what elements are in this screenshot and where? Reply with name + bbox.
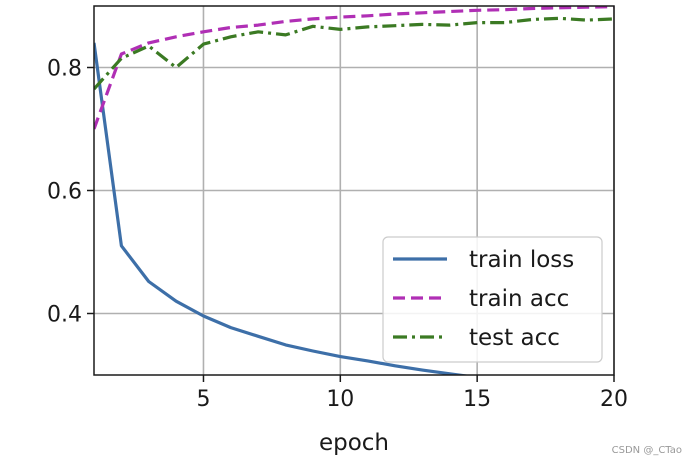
y-tick-label: 0.4 (47, 303, 82, 328)
x-axis-label: epoch (319, 430, 389, 456)
x-tick-label: 10 (326, 387, 354, 412)
series-line-test-acc (94, 16, 614, 91)
x-tick-label: 20 (600, 387, 628, 412)
legend: train loss train acc test acc (382, 236, 603, 363)
x-tick-label: 5 (196, 387, 210, 412)
legend-label: train acc (469, 286, 569, 312)
axis-ticks: 5 10 15 20 0.4 0.6 0.8 (47, 57, 628, 413)
legend-label: test acc (469, 325, 560, 351)
series-line-train-acc (94, 6, 614, 130)
x-tick-label: 15 (463, 387, 491, 412)
series-line-train-loss (94, 42, 471, 375)
legend-box (382, 236, 603, 363)
y-tick-label: 0.8 (47, 57, 82, 82)
watermark: CSDN @_CTao (611, 445, 682, 456)
series-lines (94, 6, 614, 375)
legend-label: train loss (469, 247, 574, 273)
y-tick-label: 0.6 (47, 180, 82, 205)
